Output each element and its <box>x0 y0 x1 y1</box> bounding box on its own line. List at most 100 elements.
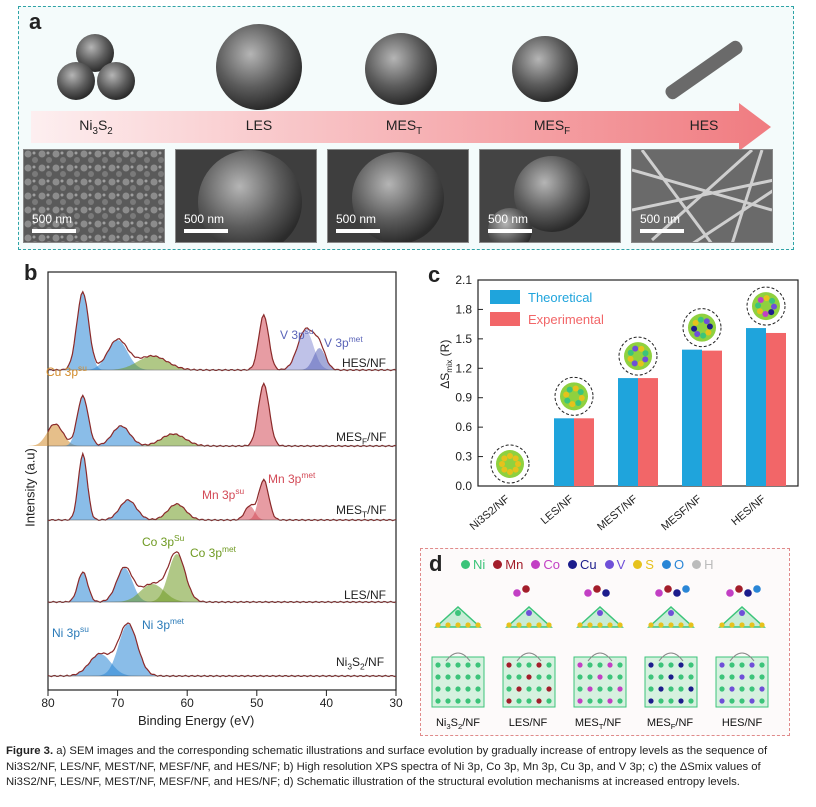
xps-fit-peak <box>131 434 215 446</box>
bar-theoretical <box>682 349 702 486</box>
structure-bubble <box>682 308 722 348</box>
xps-tick-label: 40 <box>319 696 334 710</box>
bar-experimental <box>638 378 658 486</box>
caption-lead: Figure 3. <box>6 745 54 757</box>
xps-fit-peak <box>79 426 163 446</box>
caption-text: a) SEM images and the corresponding sche… <box>6 745 768 788</box>
structure-model <box>715 585 769 708</box>
bar-experimental <box>702 350 722 486</box>
xps-fit-peak <box>263 330 348 370</box>
legend-text: Co <box>543 557 560 572</box>
legend-item-mn: Mn <box>493 557 523 572</box>
xps-sample-les: LES/NF <box>344 588 387 602</box>
xps-fit-peak <box>18 424 97 446</box>
legend-item-v: V <box>604 557 625 572</box>
label-mest: MEST <box>385 117 423 137</box>
label-les: LES <box>245 117 273 133</box>
legend-text: H <box>704 557 714 572</box>
hes-nanorod <box>665 40 743 100</box>
panel-c-label: c <box>428 262 441 287</box>
scale-bar-label: 500 nm <box>488 212 529 226</box>
entropy-arrow <box>31 103 771 151</box>
xps-spectrum <box>41 551 397 604</box>
panel-d-structure-scheme: d Ni Mn Co Cu V S O H Ni3S2/NF LES/NF MEST/NF M… <box>420 548 790 736</box>
xps-sample-mest: MEST/NF <box>336 503 387 520</box>
xps-fit-peak <box>41 396 125 446</box>
legend-dot <box>461 560 470 569</box>
x-tick-label: LES/NF <box>539 493 576 527</box>
struct-label-mest: MEST/NF <box>574 717 622 732</box>
annot-co3psu: Co 3pSu <box>142 533 185 549</box>
xps-sample-hes: HES/NF <box>342 356 387 370</box>
xps-fit-peak <box>41 454 125 520</box>
x-tick-label: Ni3S2/NF <box>468 493 512 533</box>
legend-item-h: H <box>692 557 713 572</box>
y-tick-label: 1.5 <box>455 332 472 346</box>
legend-text: Mn <box>505 557 524 572</box>
legend-dot <box>692 560 702 569</box>
xps-tick-label: 30 <box>389 696 403 710</box>
xps-xlabel: Binding Energy (eV) <box>138 713 255 728</box>
xps-tick-label: 50 <box>250 696 264 710</box>
annot-ni3pmet: Ni 3pmet <box>142 616 184 632</box>
xps-fit-peak <box>135 504 219 520</box>
annot-mn3psu: Mn 3psu <box>202 486 245 502</box>
legend-item-ni: Ni <box>461 557 485 572</box>
bar-theoretical <box>554 418 574 486</box>
xps-sample-ni3s2: Ni3S2/NF <box>336 655 385 672</box>
xps-tick-label: 70 <box>110 696 125 710</box>
panel-b-xps: b Intensity (a.u) Binding Energy (eV) 80… <box>18 258 418 738</box>
y-tick-label: 1.8 <box>455 302 472 316</box>
structure-bubble <box>554 376 594 416</box>
legend-dot <box>567 560 577 569</box>
structure-scheme <box>431 585 769 708</box>
annot-v3pmet: V 3pmet <box>324 334 363 350</box>
mest-sphere <box>365 33 437 105</box>
structure-bubble <box>746 286 786 326</box>
xps-fit-peak <box>86 500 170 520</box>
annot-v3psu: V 3psu <box>280 326 314 342</box>
xps-fit-peak <box>208 506 292 520</box>
entropy-bar-chart: 0.0 0.3 0.6 0.9 1.2 1.5 1.8 2.1 Ni3S2/NF LES/NF ME… <box>455 273 799 533</box>
xps-fit-peak <box>58 654 142 676</box>
xps-spectrum <box>47 622 397 678</box>
xps-plot <box>18 271 397 696</box>
legend-dot <box>531 560 541 569</box>
panel-b-label: b <box>24 260 38 285</box>
scale-bar-label: 500 nm <box>640 212 681 226</box>
les-sphere <box>216 24 302 110</box>
sem-image-ni3s2: 500 nm <box>23 149 165 243</box>
struct-label-les: LES/NF <box>508 717 548 729</box>
figure-caption: Figure 3. a) SEM images and the correspo… <box>6 744 812 791</box>
bar-experimental <box>574 418 594 486</box>
y-tick-label: 1.2 <box>455 361 472 375</box>
xps-tick-label: 60 <box>180 696 194 710</box>
structure-model <box>502 585 556 708</box>
y-tick-label: 0.9 <box>455 391 472 405</box>
xps-fit-peak <box>277 348 362 370</box>
xps-spectrum <box>18 381 397 448</box>
xps-fit-peak <box>75 340 160 370</box>
annot-cu3psu: Cu 3psu <box>46 363 87 379</box>
struct-label-ni3s2: Ni3S2/NF <box>435 717 481 732</box>
legend-swatch <box>490 290 520 304</box>
xps-fit-peak <box>41 292 125 370</box>
struct-label-hes: HES/NF <box>721 717 763 729</box>
bar-theoretical <box>746 328 766 486</box>
structure-model <box>573 585 627 708</box>
y-tick-label: 2.1 <box>455 273 472 287</box>
bar-theoretical <box>618 378 638 486</box>
legend-item-co: Co <box>531 557 560 572</box>
xps-ylabel: Intensity (a.u) <box>22 448 38 527</box>
xps-fit-peak <box>82 568 167 602</box>
annot-ni3psu: Ni 3psu <box>52 624 89 640</box>
structure-bubble <box>490 444 530 484</box>
scale-bar <box>336 229 380 233</box>
legend-label: Theoretical <box>528 290 592 305</box>
legend-item-o: O <box>661 557 684 572</box>
xps-tick-label: 80 <box>41 696 55 710</box>
scale-bar-label: 500 nm <box>336 212 377 226</box>
scale-bar-label: 500 nm <box>184 212 225 226</box>
scale-bar <box>32 229 76 233</box>
structure-model <box>431 605 485 708</box>
